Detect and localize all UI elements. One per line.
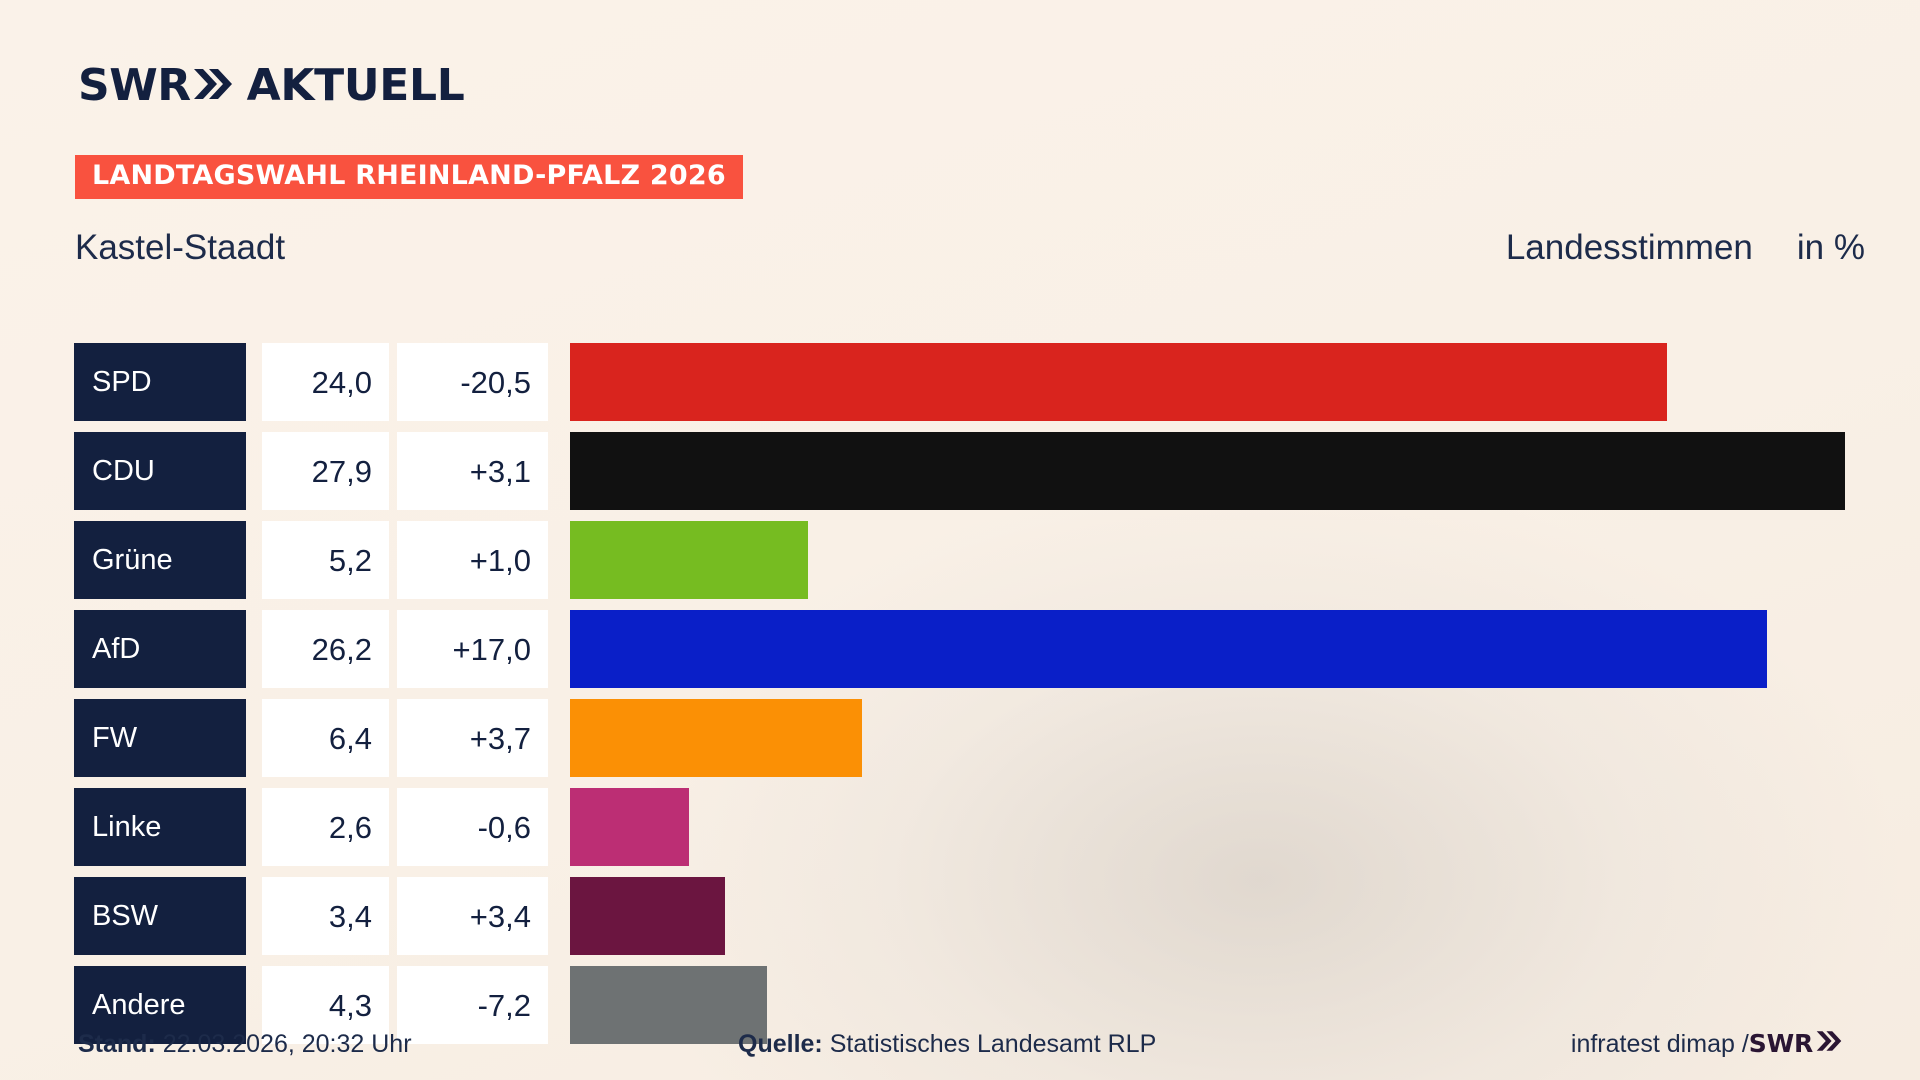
table-row: Linke 2,6 -0,6 [0, 783, 1920, 871]
result-percent-cell: 5,2 [262, 521, 389, 599]
result-percent-label: 3,4 [328, 898, 372, 934]
subheadline-right: Landesstimmen in % [1506, 222, 1865, 274]
vote-type-label: Landesstimmen [1505, 228, 1753, 267]
result-change-cell: +17,0 [397, 610, 548, 688]
bar-track [570, 610, 1920, 688]
table-row: Grüne 5,2 +1,0 [0, 516, 1920, 604]
subheadline: Kastel-Staadt Landesstimmen in % [75, 222, 1865, 274]
unit-label: in % [1796, 228, 1865, 267]
result-change-label: +3,7 [469, 720, 531, 756]
brand-swr-text: SWR [78, 60, 191, 111]
party-name-label: SPD [92, 365, 152, 398]
result-percent-cell: 3,4 [262, 877, 389, 955]
result-percent-label: 5,2 [328, 542, 372, 578]
table-row: CDU 27,9 +3,1 [0, 427, 1920, 515]
bar-track [570, 343, 1920, 421]
result-bar [570, 877, 726, 955]
table-row: SPD 24,0 -20,5 [0, 338, 1920, 426]
party-name-cell: FW [74, 699, 246, 777]
result-change-label: +17,0 [452, 631, 531, 667]
credit-broadcaster: SWR [1748, 1029, 1813, 1058]
result-change-label: -20,5 [460, 364, 531, 400]
double-chevron-right-icon [1816, 1022, 1842, 1066]
source-info: Quelle: Statistisches Landesamt RLP [738, 1022, 1156, 1066]
result-change-label: +1,0 [469, 542, 531, 578]
result-bar [570, 521, 808, 599]
result-percent-cell: 6,4 [262, 699, 389, 777]
result-change-label: +3,4 [469, 898, 531, 934]
result-change-label: -7,2 [477, 987, 531, 1023]
party-name-cell: Grüne [74, 521, 246, 599]
swr-aktuell-logo: SWR AKTUELL [78, 60, 465, 112]
stand-label: Stand: [78, 1030, 156, 1058]
party-name-label: Linke [92, 810, 162, 843]
result-percent-label: 27,9 [311, 453, 372, 489]
bar-track [570, 432, 1920, 510]
quelle-value: Statistisches Landesamt RLP [829, 1030, 1157, 1058]
bar-track [570, 699, 1920, 777]
table-row: BSW 3,4 +3,4 [0, 872, 1920, 960]
credit-info: infratest dimap / SWR [1571, 1022, 1842, 1066]
result-change-cell: +3,1 [397, 432, 548, 510]
table-row: FW 6,4 +3,7 [0, 694, 1920, 782]
bar-track [570, 788, 1920, 866]
result-change-cell: +3,4 [397, 877, 548, 955]
result-percent-label: 4,3 [328, 987, 372, 1023]
result-change-cell: -0,6 [397, 788, 548, 866]
result-bar [570, 432, 1846, 510]
party-name-cell: BSW [74, 877, 246, 955]
quelle-label: Quelle: [738, 1030, 823, 1058]
table-row: Andere 4,3 -7,2 [0, 961, 1920, 1049]
result-change-cell: -20,5 [397, 343, 548, 421]
party-name-cell: AfD [74, 610, 246, 688]
result-percent-label: 2,6 [328, 809, 372, 845]
stand-info: Stand: 22.03.2026, 20:32 Uhr [78, 1022, 412, 1066]
result-percent-cell: 24,0 [262, 343, 389, 421]
party-name-label: Andere [92, 988, 186, 1021]
bar-track [570, 966, 1920, 1044]
result-bar [570, 610, 1768, 688]
election-banner: LANDTAGSWAHL RHEINLAND-PFALZ 2026 [75, 155, 743, 200]
party-name-label: FW [92, 721, 138, 754]
party-name-label: AfD [92, 632, 141, 665]
result-change-label: +3,1 [469, 453, 531, 489]
party-name-cell: CDU [74, 432, 246, 510]
result-percent-label: 6,4 [328, 720, 372, 756]
result-percent-cell: 2,6 [262, 788, 389, 866]
result-change-cell: +1,0 [397, 521, 548, 599]
party-name-label: Grüne [92, 543, 173, 576]
result-percent-label: 26,2 [311, 631, 372, 667]
brand-aktuell-text: AKTUELL [246, 60, 465, 111]
result-percent-cell: 26,2 [262, 610, 389, 688]
result-change-label: -0,6 [477, 809, 531, 845]
credit-agency: infratest dimap / [1570, 1030, 1749, 1058]
bar-track [570, 521, 1920, 599]
result-percent-cell: 27,9 [262, 432, 389, 510]
stand-value: 22.03.2026, 20:32 Uhr [162, 1030, 412, 1058]
result-percent-label: 24,0 [311, 364, 372, 400]
result-bar [570, 699, 863, 777]
results-table: SPD 24,0 -20,5 CDU 27,9 +3,1 Grüne 5,2 +1,0 AfD 26… [0, 338, 1920, 1050]
footer: Stand: 22.03.2026, 20:32 Uhr Quelle: Sta… [0, 1022, 1920, 1066]
double-chevron-right-icon [193, 67, 233, 105]
result-percent-cell: 4,3 [262, 966, 389, 1044]
party-name-cell: Andere [74, 966, 246, 1044]
result-change-cell: +3,7 [397, 699, 548, 777]
bar-track [570, 877, 1920, 955]
table-row: AfD 26,2 +17,0 [0, 605, 1920, 693]
election-banner-label: LANDTAGSWAHL RHEINLAND-PFALZ 2026 [92, 160, 726, 191]
party-name-cell: SPD [74, 343, 246, 421]
result-bar [570, 788, 689, 866]
party-name-label: BSW [92, 899, 159, 932]
result-bar [570, 966, 767, 1044]
party-name-label: CDU [92, 454, 155, 487]
result-change-cell: -7,2 [397, 966, 548, 1044]
region-name: Kastel-Staadt [75, 228, 286, 267]
result-bar [570, 343, 1667, 421]
party-name-cell: Linke [74, 788, 246, 866]
